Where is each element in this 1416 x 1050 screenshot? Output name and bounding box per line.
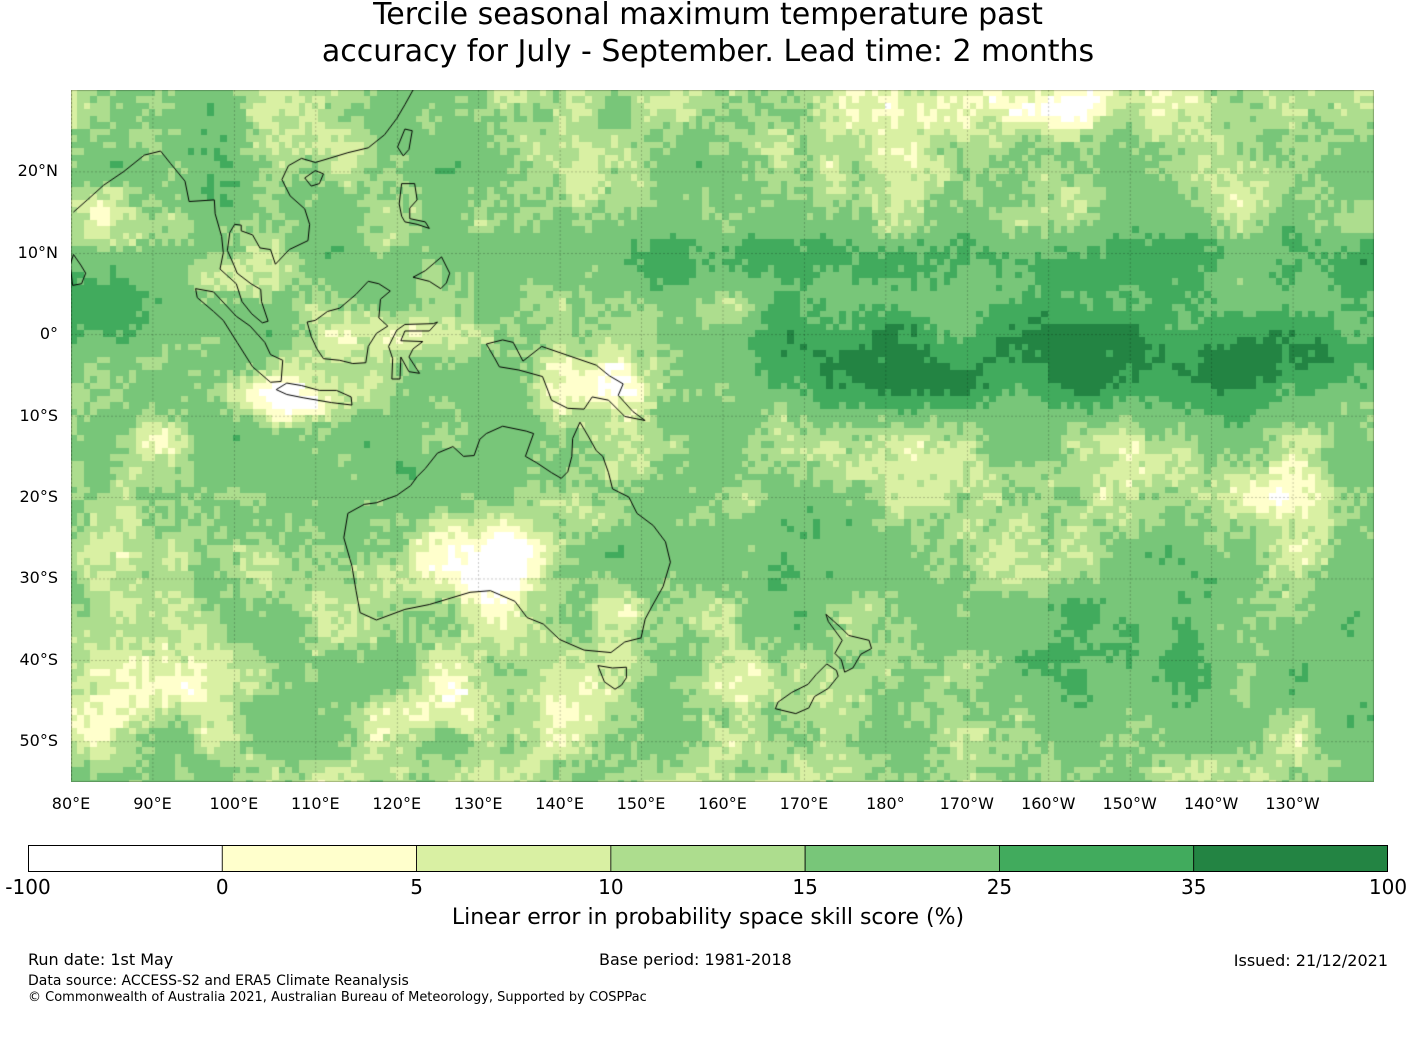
- lon-tick-label: 180°: [866, 794, 905, 813]
- lon-tick-label: 90°E: [133, 794, 172, 813]
- lon-tick-label: 150°E: [616, 794, 666, 813]
- lon-tick-label: 130°W: [1265, 794, 1320, 813]
- lat-tick-label: 20°S: [19, 487, 58, 507]
- lon-tick-label: 140°E: [535, 794, 584, 813]
- lon-tick-label: 120°E: [372, 794, 422, 813]
- lon-tick-label: 170°E: [779, 794, 829, 813]
- colorbar-tick-label: 0: [215, 875, 229, 899]
- colorbar-outline: [28, 845, 1388, 872]
- colorbar-tick-label: 15: [792, 875, 818, 899]
- colorbar: [28, 845, 1388, 872]
- colorbar-segment: [28, 845, 223, 872]
- colorbar-tick-label: 100: [1368, 875, 1408, 899]
- lat-tick-label: 10°N: [17, 242, 58, 262]
- lon-tick-label: 150°W: [1102, 794, 1157, 813]
- colorbar-tick-label: 25: [986, 875, 1013, 899]
- data-source: Data source: ACCESS-S2 and ERA5 Climate …: [28, 973, 409, 989]
- copyright: © Commonwealth of Australia 2021, Austra…: [28, 990, 647, 1005]
- colorbar-segment: [1193, 845, 1388, 872]
- lat-tick-label: 10°S: [19, 405, 58, 425]
- lat-tick-label: 20°N: [17, 161, 58, 181]
- lon-tick-label: 130°E: [453, 794, 503, 813]
- colorbar-tick-label: 35: [1180, 875, 1207, 899]
- colorbar-segment: [804, 845, 1000, 872]
- lon-tick-label: 110°E: [290, 794, 340, 813]
- lon-tick-label: 140°W: [1183, 794, 1239, 813]
- colorbar-segment: [999, 845, 1195, 872]
- colorbar-segment: [610, 845, 806, 872]
- colorbar-label: Linear error in probability space skill …: [451, 905, 965, 930]
- lon-tick-label: 160°W: [1021, 794, 1076, 813]
- colorbar-segment: [416, 845, 612, 872]
- colorbar-tick-label: 10: [598, 875, 624, 899]
- run-date: Run date: 1st May: [28, 950, 174, 969]
- chart-title-line-2: accuracy for July - September. Lead time…: [321, 34, 1095, 69]
- colorbar-tick-label: 5: [410, 875, 423, 899]
- lat-tick-label: 40°S: [19, 649, 58, 669]
- lat-tick-label: 0°: [39, 324, 58, 344]
- lon-tick-label: 170°W: [939, 794, 994, 813]
- issued-date: Issued: 21/12/2021: [1233, 951, 1388, 970]
- lon-tick-label: 80°E: [51, 794, 91, 813]
- base-period: Base period: 1981-2018: [599, 950, 792, 969]
- lat-tick-label: 30°S: [19, 568, 58, 588]
- skill-score-map: [71, 90, 1374, 782]
- chart-title-line-1: Tercile seasonal maximum temperature pas…: [373, 0, 1043, 32]
- lon-tick-label: 100°E: [209, 794, 259, 813]
- colorbar-segment: [221, 845, 417, 872]
- lon-tick-label: 160°E: [698, 794, 747, 813]
- colorbar-tick-label: -100: [5, 875, 51, 899]
- lat-tick-label: 50°S: [19, 731, 58, 751]
